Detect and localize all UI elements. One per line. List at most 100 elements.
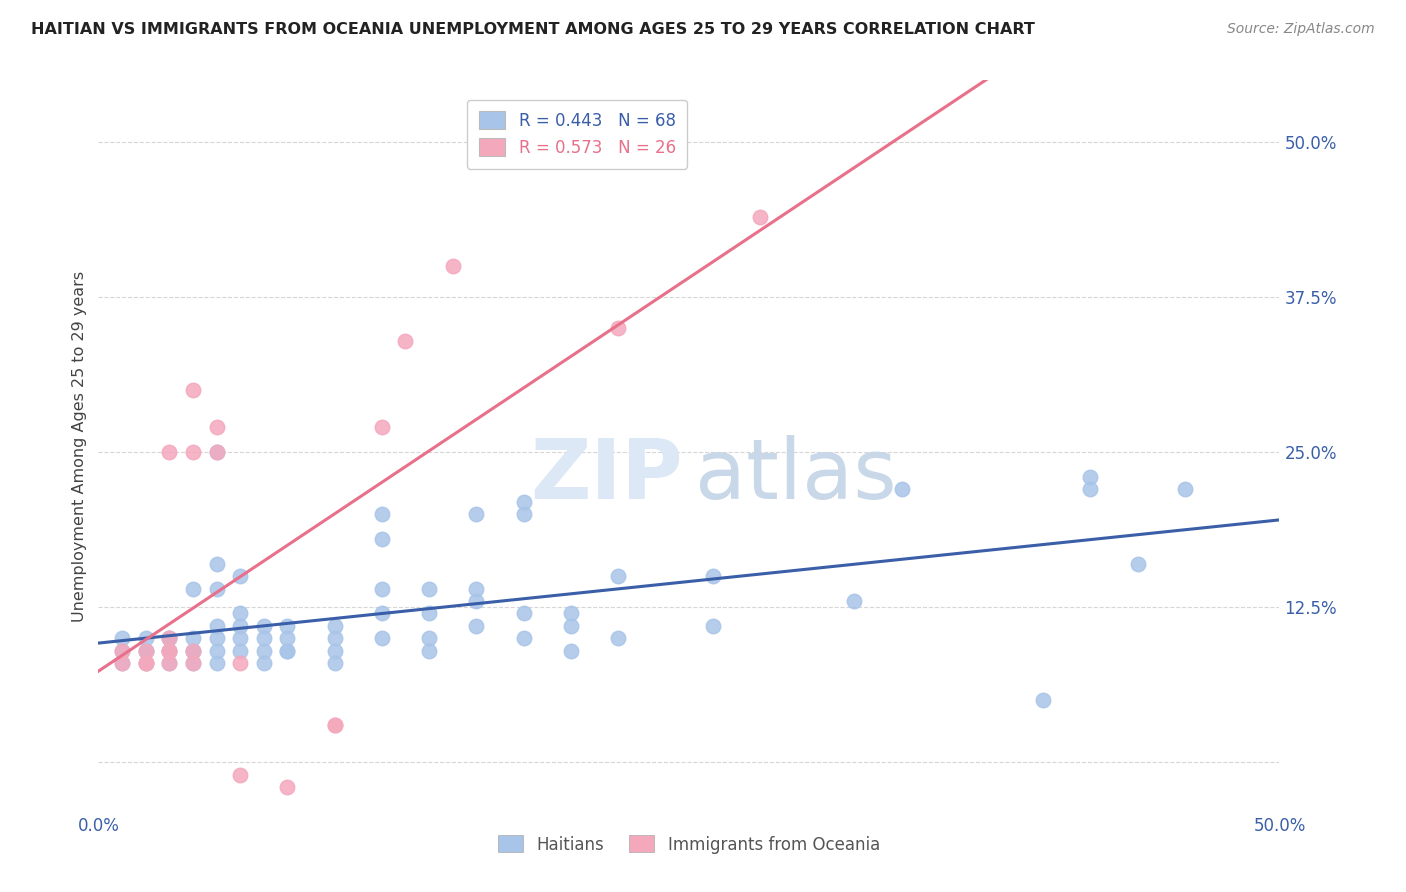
Point xyxy=(229,643,252,657)
Point xyxy=(512,495,534,509)
Point xyxy=(607,321,630,335)
Point xyxy=(135,656,157,670)
Point xyxy=(253,643,276,657)
Point xyxy=(276,619,298,633)
Point xyxy=(607,569,630,583)
Point xyxy=(157,445,180,459)
Point xyxy=(702,619,724,633)
Text: HAITIAN VS IMMIGRANTS FROM OCEANIA UNEMPLOYMENT AMONG AGES 25 TO 29 YEARS CORREL: HAITIAN VS IMMIGRANTS FROM OCEANIA UNEMP… xyxy=(31,22,1035,37)
Point xyxy=(157,643,180,657)
Point xyxy=(205,582,228,596)
Point xyxy=(229,607,252,621)
Point xyxy=(111,656,134,670)
Point xyxy=(135,656,157,670)
Point xyxy=(157,656,180,670)
Point xyxy=(135,643,157,657)
Point xyxy=(1174,483,1197,497)
Point xyxy=(157,656,180,670)
Point xyxy=(323,656,346,670)
Point xyxy=(205,557,228,571)
Point xyxy=(512,507,534,521)
Point xyxy=(1032,693,1054,707)
Point xyxy=(465,582,488,596)
Point xyxy=(157,643,180,657)
Point xyxy=(181,643,204,657)
Point xyxy=(135,643,157,657)
Legend: Haitians, Immigrants from Oceania: Haitians, Immigrants from Oceania xyxy=(489,827,889,862)
Point xyxy=(560,643,582,657)
Point xyxy=(394,334,416,348)
Point xyxy=(1126,557,1149,571)
Point xyxy=(205,445,228,459)
Point xyxy=(890,483,912,497)
Point xyxy=(371,607,394,621)
Point xyxy=(371,631,394,645)
Point xyxy=(371,420,394,434)
Point xyxy=(205,656,228,670)
Point xyxy=(157,631,180,645)
Point xyxy=(111,656,134,670)
Point xyxy=(465,619,488,633)
Y-axis label: Unemployment Among Ages 25 to 29 years: Unemployment Among Ages 25 to 29 years xyxy=(72,270,87,622)
Point xyxy=(253,631,276,645)
Point xyxy=(157,643,180,657)
Point xyxy=(441,259,464,273)
Point xyxy=(418,582,440,596)
Point xyxy=(512,607,534,621)
Point xyxy=(276,780,298,794)
Point xyxy=(418,631,440,645)
Point xyxy=(702,569,724,583)
Point xyxy=(253,619,276,633)
Point xyxy=(205,445,228,459)
Point xyxy=(418,607,440,621)
Point xyxy=(181,582,204,596)
Point xyxy=(323,718,346,732)
Point xyxy=(418,643,440,657)
Text: ZIP: ZIP xyxy=(530,434,683,516)
Point xyxy=(111,643,134,657)
Point xyxy=(323,718,346,732)
Point xyxy=(181,383,204,397)
Point xyxy=(135,656,157,670)
Point xyxy=(181,445,204,459)
Point xyxy=(181,656,204,670)
Point xyxy=(323,631,346,645)
Point xyxy=(253,656,276,670)
Point xyxy=(465,507,488,521)
Point xyxy=(111,643,134,657)
Point xyxy=(607,631,630,645)
Point xyxy=(512,631,534,645)
Point xyxy=(560,619,582,633)
Point xyxy=(229,631,252,645)
Point xyxy=(844,594,866,608)
Point xyxy=(371,507,394,521)
Point xyxy=(205,631,228,645)
Point xyxy=(229,656,252,670)
Point xyxy=(157,631,180,645)
Point xyxy=(135,643,157,657)
Point xyxy=(205,420,228,434)
Point xyxy=(748,210,770,224)
Point xyxy=(371,532,394,546)
Point xyxy=(135,631,157,645)
Point xyxy=(1080,470,1102,484)
Point xyxy=(205,643,228,657)
Point xyxy=(465,594,488,608)
Point xyxy=(323,619,346,633)
Point xyxy=(323,643,346,657)
Point xyxy=(276,643,298,657)
Point xyxy=(229,569,252,583)
Point xyxy=(181,656,204,670)
Point xyxy=(181,631,204,645)
Point xyxy=(111,631,134,645)
Point xyxy=(560,607,582,621)
Text: Source: ZipAtlas.com: Source: ZipAtlas.com xyxy=(1227,22,1375,37)
Point xyxy=(276,631,298,645)
Point xyxy=(1080,483,1102,497)
Point xyxy=(229,767,252,781)
Point xyxy=(229,619,252,633)
Point xyxy=(157,631,180,645)
Point xyxy=(371,582,394,596)
Point xyxy=(205,619,228,633)
Point xyxy=(276,643,298,657)
